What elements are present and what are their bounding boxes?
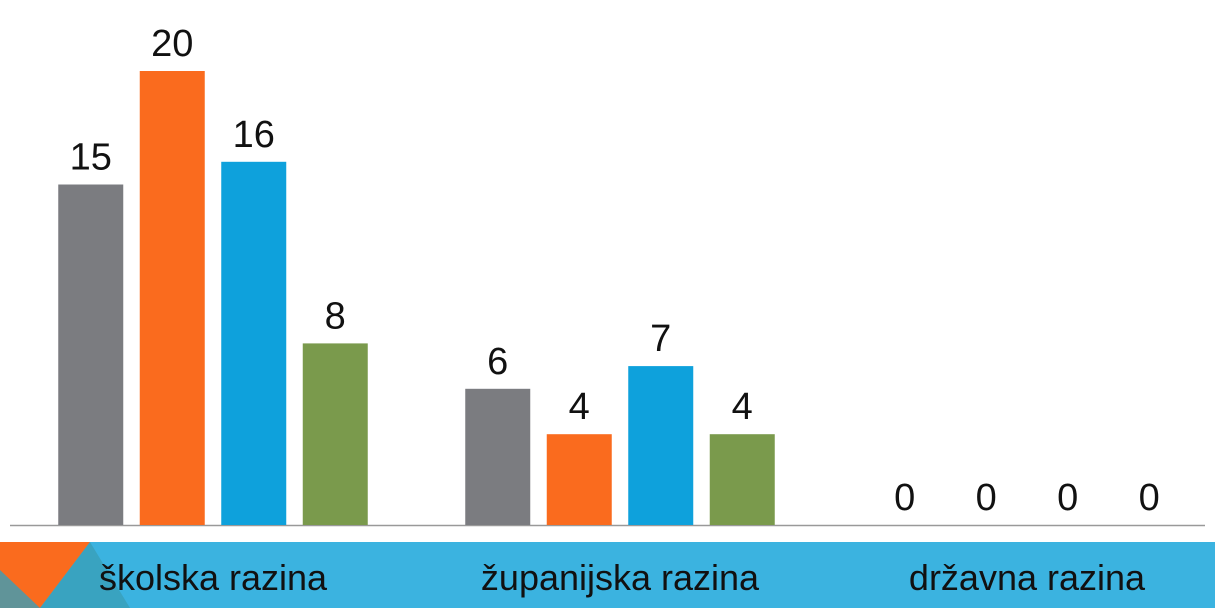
value-label: 0 bbox=[1139, 477, 1160, 519]
value-label: 7 bbox=[650, 318, 671, 360]
footer-band bbox=[0, 542, 1215, 608]
value-label: 20 bbox=[151, 23, 193, 65]
value-label: 0 bbox=[1057, 477, 1078, 519]
footer-accent-dark bbox=[40, 542, 130, 608]
bar bbox=[302, 343, 368, 525]
value-label: 4 bbox=[732, 386, 753, 428]
value-label: 8 bbox=[325, 295, 346, 337]
value-label: 4 bbox=[569, 386, 590, 428]
bar bbox=[628, 366, 694, 525]
x-tick-label: županijska razina bbox=[481, 557, 760, 598]
bar bbox=[546, 434, 612, 525]
bar bbox=[465, 388, 531, 525]
footer-accent-dark bbox=[0, 570, 40, 608]
bar bbox=[221, 161, 287, 526]
value-label: 16 bbox=[233, 114, 275, 156]
value-label: 0 bbox=[894, 477, 915, 519]
value-label: 15 bbox=[70, 137, 112, 179]
bar bbox=[139, 71, 205, 525]
bar bbox=[58, 184, 124, 525]
value-label: 6 bbox=[487, 341, 508, 383]
x-tick-label: školska razina bbox=[99, 557, 328, 598]
bar bbox=[709, 434, 775, 525]
value-label: 0 bbox=[976, 477, 997, 519]
x-tick-label: državna razina bbox=[909, 557, 1146, 598]
